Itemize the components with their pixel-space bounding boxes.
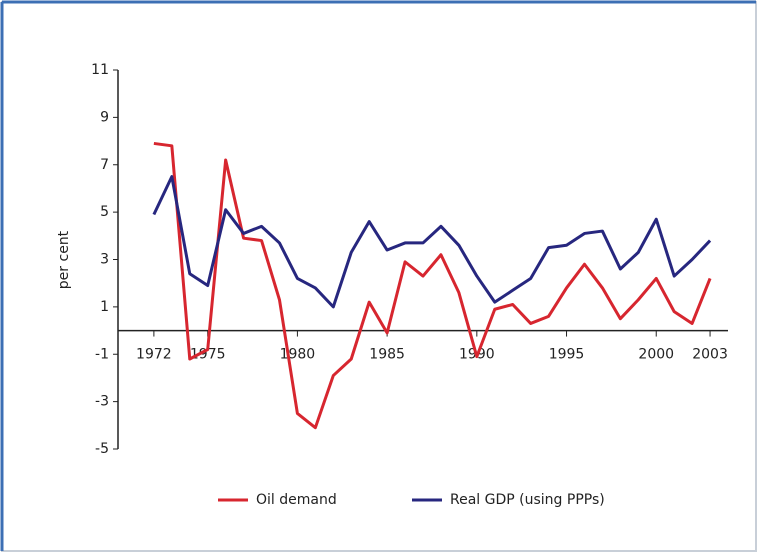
y-tick-label: 3 xyxy=(100,252,109,268)
y-tick-label: 1 xyxy=(100,299,109,315)
x-tick-label: 1995 xyxy=(549,347,585,363)
y-axis-label: per cent xyxy=(56,230,72,289)
x-tick-label: 1975 xyxy=(190,347,226,363)
y-tick-label: 11 xyxy=(91,62,109,78)
y-tick-label: -1 xyxy=(95,346,109,362)
y-tick-label: 9 xyxy=(100,109,109,125)
y-tick-label: -3 xyxy=(95,394,109,410)
y-tick-label: -5 xyxy=(95,441,109,457)
y-tick-label: 7 xyxy=(100,157,109,173)
y-tick-label: 5 xyxy=(100,204,109,220)
x-tick-label: 1972 xyxy=(136,347,172,363)
legend-label: Oil demand xyxy=(256,492,337,508)
x-tick-label: 1980 xyxy=(280,347,316,363)
legend-label: Real GDP (using PPPs) xyxy=(450,492,605,508)
data-line xyxy=(153,141,712,430)
x-tick-label: 2000 xyxy=(638,347,674,363)
x-tick-label: 1985 xyxy=(369,347,405,363)
data-line xyxy=(152,175,712,309)
x-tick-label: 2003 xyxy=(692,347,728,363)
